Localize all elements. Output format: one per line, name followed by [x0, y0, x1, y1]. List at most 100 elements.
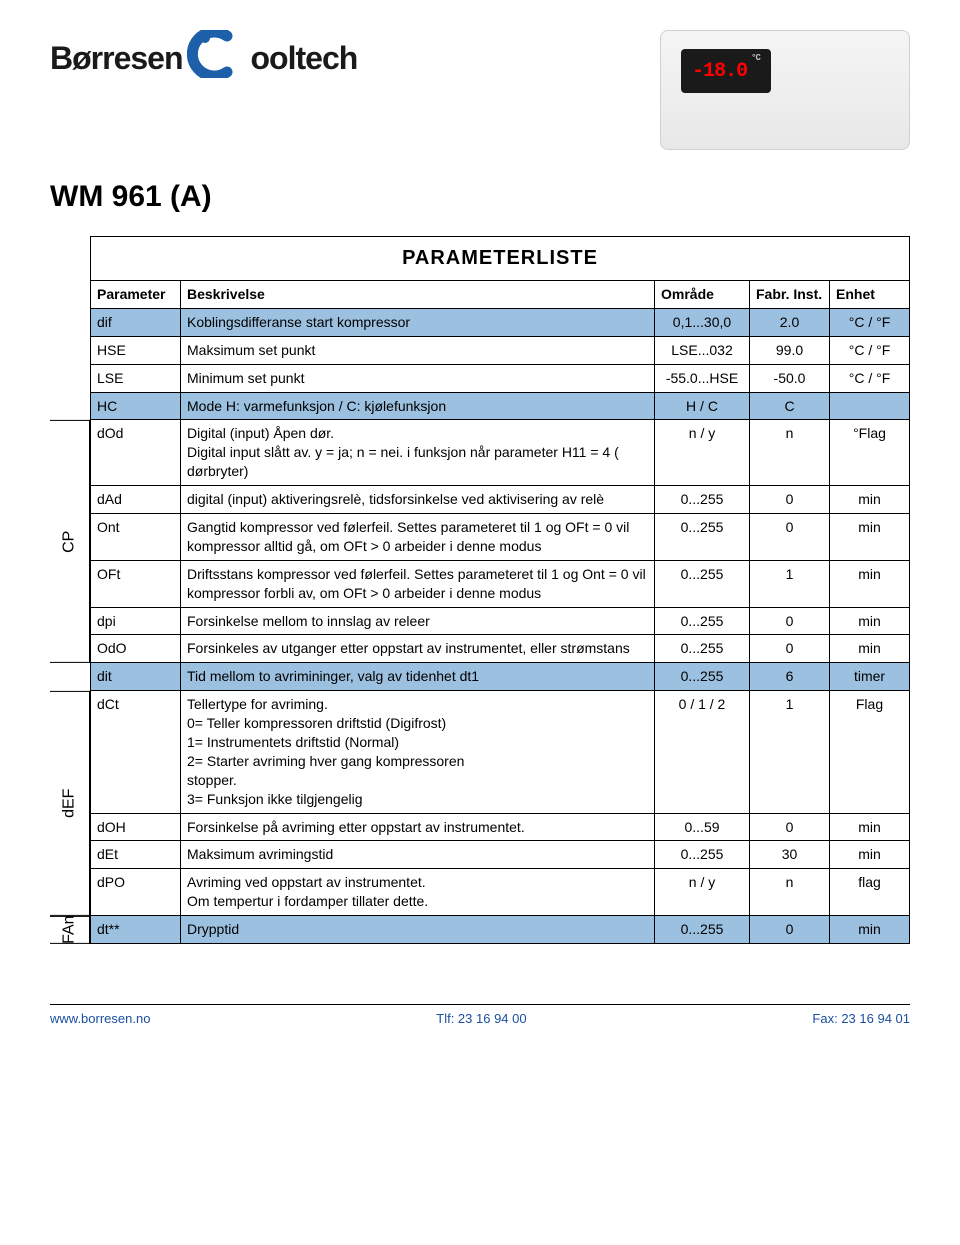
cell-param: dt**: [91, 916, 181, 944]
logo: Børresen ooltech: [50, 30, 357, 86]
cell-inst: 30: [750, 841, 830, 869]
cell-param: Ont: [91, 514, 181, 561]
cell-inst: n: [750, 869, 830, 916]
cell-inst: C: [750, 392, 830, 420]
cell-unit: timer: [830, 663, 910, 691]
table-row: LSEMinimum set punkt-55.0...HSE-50.0°C /…: [91, 364, 910, 392]
cell-inst: 1: [750, 560, 830, 607]
cell-unit: min: [830, 841, 910, 869]
cell-desc: Forsinkelse mellom to innslag av releer: [181, 607, 655, 635]
cell-inst: 0: [750, 916, 830, 944]
cell-param: OFt: [91, 560, 181, 607]
cell-inst: n: [750, 420, 830, 486]
cell-desc: Forsinkelse på avriming etter oppstart a…: [181, 813, 655, 841]
cell-param: dCt: [91, 691, 181, 813]
device-lcd-unit: °C: [751, 53, 760, 63]
cell-inst: 0: [750, 635, 830, 663]
cell-inst: 6: [750, 663, 830, 691]
cell-range: 0...255: [655, 635, 750, 663]
cell-desc: Maksimum set punkt: [181, 336, 655, 364]
cell-param: dit: [91, 663, 181, 691]
cell-desc: Gangtid kompressor ved følerfeil. Settes…: [181, 514, 655, 561]
cell-range: 0,1...30,0: [655, 308, 750, 336]
cell-range: n / y: [655, 420, 750, 486]
cell-param: dpi: [91, 607, 181, 635]
table-row: difKoblingsdifferanse start kompressor0,…: [91, 308, 910, 336]
table-row: dt**Drypptid0...2550min: [91, 916, 910, 944]
cell-desc: Maksimum avrimingstid: [181, 841, 655, 869]
cell-unit: min: [830, 514, 910, 561]
col-header-omrade: Område: [655, 281, 750, 309]
cell-inst: 99.0: [750, 336, 830, 364]
logo-text-right: ooltech: [251, 40, 358, 77]
cell-unit: Flag: [830, 691, 910, 813]
cell-param: dPO: [91, 869, 181, 916]
cell-desc: Drypptid: [181, 916, 655, 944]
cell-unit: min: [830, 916, 910, 944]
cell-range: 0...255: [655, 607, 750, 635]
cell-desc: Koblingsdifferanse start kompressor: [181, 308, 655, 336]
cell-inst: 1: [750, 691, 830, 813]
cell-range: H / C: [655, 392, 750, 420]
col-header-enhet: Enhet: [830, 281, 910, 309]
cell-desc: Forsinkeles av utganger etter oppstart a…: [181, 635, 655, 663]
table-title: PARAMETERLISTE: [90, 236, 910, 280]
cell-param: OdO: [91, 635, 181, 663]
cell-range: 0...255: [655, 841, 750, 869]
table-row: dEtMaksimum avrimingstid0...25530min: [91, 841, 910, 869]
table-container: PARAMETERLISTE Parameter Beskrivelse Omr…: [90, 236, 910, 944]
cell-unit: °C / °F: [830, 336, 910, 364]
cell-range: 0...255: [655, 916, 750, 944]
logo-swoosh-icon: [187, 30, 247, 86]
cell-desc: Minimum set punkt: [181, 364, 655, 392]
cell-param: dEt: [91, 841, 181, 869]
group-label-fan: FAn: [50, 916, 90, 944]
cell-inst: -50.0: [750, 364, 830, 392]
cell-unit: °C / °F: [830, 308, 910, 336]
header-row: Børresen ooltech -18.0 °C: [50, 30, 910, 150]
cell-range: -55.0...HSE: [655, 364, 750, 392]
footer-phone: Tlf: 23 16 94 00: [436, 1011, 526, 1026]
cell-unit: min: [830, 635, 910, 663]
device-lcd: -18.0 °C: [681, 49, 771, 93]
table-row: dPOAvriming ved oppstart av instrumentet…: [91, 869, 910, 916]
cell-unit: °Flag: [830, 420, 910, 486]
cell-desc: Driftsstans kompressor ved følerfeil. Se…: [181, 560, 655, 607]
cell-unit: flag: [830, 869, 910, 916]
cell-param: dAd: [91, 486, 181, 514]
cell-inst: 0: [750, 486, 830, 514]
cell-range: LSE...032: [655, 336, 750, 364]
cell-range: 0...255: [655, 514, 750, 561]
cell-param: dOd: [91, 420, 181, 486]
table-header-row: Parameter Beskrivelse Område Fabr. Inst.…: [91, 281, 910, 309]
cell-range: 0...255: [655, 663, 750, 691]
table-row: OdOForsinkeles av utganger etter oppstar…: [91, 635, 910, 663]
cell-inst: 0: [750, 813, 830, 841]
table-row: dCtTellertype for avriming. 0= Teller ko…: [91, 691, 910, 813]
cell-range: 0...255: [655, 486, 750, 514]
table-row: HSEMaksimum set punktLSE...03299.0°C / °…: [91, 336, 910, 364]
cell-param: dOH: [91, 813, 181, 841]
cell-range: 0 / 1 / 2: [655, 691, 750, 813]
cell-range: n / y: [655, 869, 750, 916]
device-lcd-value: -18.0: [692, 60, 747, 83]
cell-desc: Mode H: varmefunksjon / C: kjølefunksjon: [181, 392, 655, 420]
table-row: dOdDigital (input) Åpen dør. Digital inp…: [91, 420, 910, 486]
footer: www.borresen.no Tlf: 23 16 94 00 Fax: 23…: [50, 1004, 910, 1026]
cell-unit: min: [830, 813, 910, 841]
cell-unit: min: [830, 486, 910, 514]
table-row: HCMode H: varmefunksjon / C: kjølefunksj…: [91, 392, 910, 420]
cell-inst: 2.0: [750, 308, 830, 336]
logo-text-left: Børresen: [50, 40, 183, 77]
cell-range: 0...255: [655, 560, 750, 607]
table-row: dpiForsinkelse mellom to innslag av rele…: [91, 607, 910, 635]
cell-unit: min: [830, 560, 910, 607]
cell-inst: 0: [750, 514, 830, 561]
cell-unit: °C / °F: [830, 364, 910, 392]
table-row: OFtDriftsstans kompressor ved følerfeil.…: [91, 560, 910, 607]
col-header-fabr-inst: Fabr. Inst.: [750, 281, 830, 309]
cell-param: HC: [91, 392, 181, 420]
col-header-parameter: Parameter: [91, 281, 181, 309]
cell-desc: Tid mellom to avrimininger, valg av tide…: [181, 663, 655, 691]
cell-desc: digital (input) aktiveringsrelè, tidsfor…: [181, 486, 655, 514]
